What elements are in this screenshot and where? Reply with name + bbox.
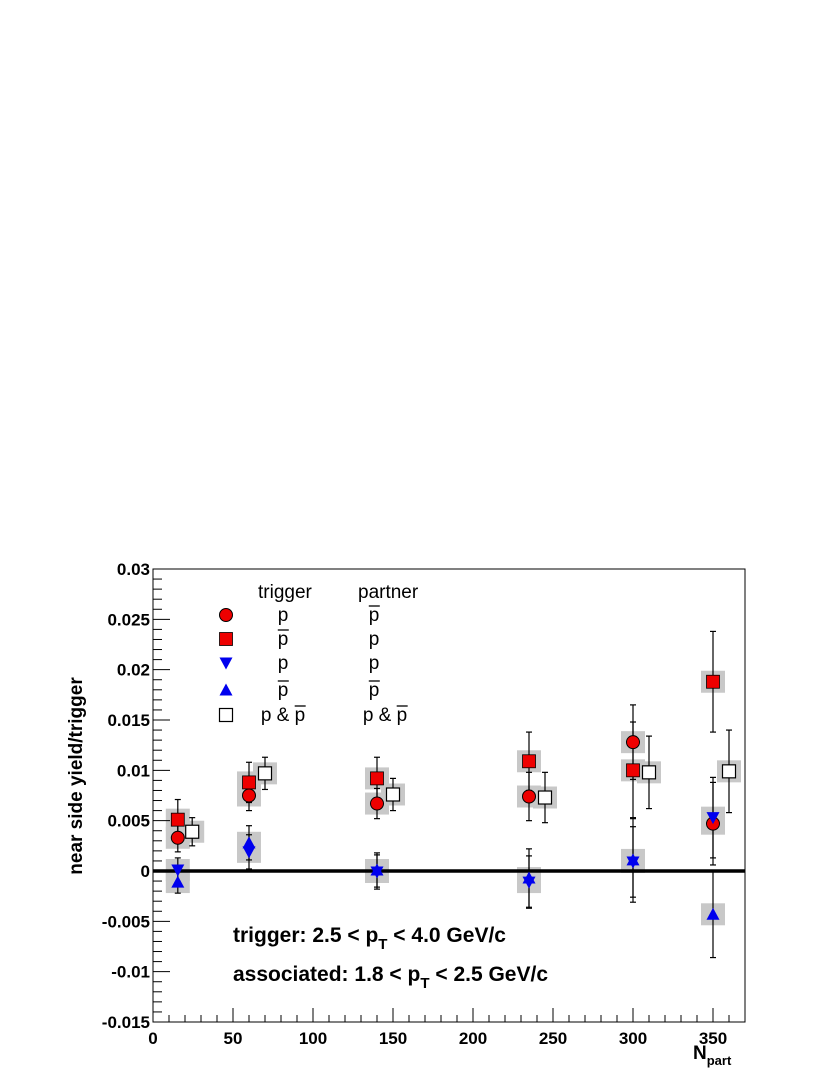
y-tick-label: 0.01: [117, 761, 150, 780]
y-tick-label: 0.025: [107, 610, 150, 629]
legend-partner-label: p: [369, 605, 380, 626]
x-tick-label: 300: [619, 1029, 647, 1048]
legend-partner-label: p: [369, 680, 380, 701]
data-point: [370, 771, 384, 786]
x-tick-label: 150: [379, 1029, 407, 1048]
x-tick-label: 350: [699, 1029, 727, 1048]
legend-partner-label: p: [369, 653, 380, 674]
annotation-trigger-suffix: < 4.0 GeV/c: [387, 924, 506, 947]
data-point: [170, 812, 185, 827]
y-tick-label: 0: [141, 862, 150, 881]
y-tick-label: 0.03: [117, 560, 150, 579]
data-point: [385, 787, 401, 802]
data-point: [242, 788, 256, 803]
legend-trigger-label: p: [278, 629, 289, 650]
data-point: [185, 824, 200, 839]
data-point: [706, 907, 720, 920]
data-point: [242, 846, 256, 859]
y-tick-label: -0.005: [102, 912, 150, 931]
legend-header-partner: partner: [358, 582, 419, 603]
annotation-associated-sub: T: [420, 975, 429, 992]
data-point: [171, 864, 185, 877]
data-point: [721, 764, 737, 779]
annotation-trigger-prefix: trigger: 2.5 < p: [233, 924, 378, 947]
data-point: [706, 674, 720, 689]
legend-marker: [219, 657, 233, 670]
legend-trigger-label: p: [278, 605, 289, 626]
data-point: [170, 830, 185, 845]
annotation-trigger-pt: trigger: 2.5 < pT < 4.0 GeV/c: [233, 924, 506, 953]
legend-trigger-label: p & p: [261, 705, 305, 726]
legend-partner-label: p: [369, 629, 380, 650]
x-axis-title-main: N: [693, 1043, 707, 1064]
data-point: [370, 863, 384, 876]
data-point: [171, 875, 185, 888]
data-point: [242, 836, 256, 849]
legend-marker: [219, 608, 233, 622]
data-point: [522, 871, 536, 884]
data-point: [626, 763, 640, 778]
legend-trigger-label: p: [278, 680, 289, 701]
data-point: [706, 812, 720, 825]
data-point: [641, 765, 657, 780]
legend-partner-label: p & p: [363, 705, 407, 726]
data-markers: [170, 674, 737, 920]
plot-frame: [152, 568, 746, 1023]
x-tick-label: 100: [299, 1029, 327, 1048]
data-point: [522, 789, 536, 804]
y-tick-label: 0.015: [107, 711, 150, 730]
y-tick-label: 0.02: [117, 661, 150, 680]
data-point: [370, 796, 384, 811]
data-point: [537, 790, 553, 805]
x-tick-label: 200: [459, 1029, 487, 1048]
data-point: [626, 853, 640, 866]
annotation-associated-pt: associated: 1.8 < pT < 2.5 GeV/c: [233, 963, 548, 992]
x-tick-label: 250: [539, 1029, 567, 1048]
y-axis-title: near side yield/trigger: [66, 677, 87, 875]
legend-marker: [219, 632, 233, 646]
annotation-trigger-sub: T: [378, 936, 387, 953]
annotation-associated-prefix: associated: 1.8 < p: [233, 963, 420, 986]
data-point: [626, 735, 640, 750]
x-tick-label: 0: [148, 1029, 157, 1048]
legend-marker: [218, 707, 234, 723]
y-tick-label: 0.005: [107, 812, 150, 831]
x-tick-label: 50: [224, 1029, 243, 1048]
data-point: [257, 766, 273, 781]
legend-header-trigger: trigger: [258, 582, 313, 603]
y-tick-label: -0.01: [111, 963, 150, 982]
annotation-associated-suffix: < 2.5 GeV/c: [430, 963, 549, 986]
data-point: [522, 754, 536, 769]
x-axis-title-sub: part: [707, 1053, 732, 1068]
legend-marker: [219, 683, 233, 696]
legend-trigger-label: p: [278, 653, 289, 674]
data-point: [242, 775, 256, 790]
axes: 0 50 100 150 200 250 300 350 -0.015 -0.01 -0.005 0 0…: [102, 560, 746, 1048]
x-axis-title: Npart: [693, 1043, 732, 1068]
y-tick-label: -0.015: [102, 1013, 150, 1032]
